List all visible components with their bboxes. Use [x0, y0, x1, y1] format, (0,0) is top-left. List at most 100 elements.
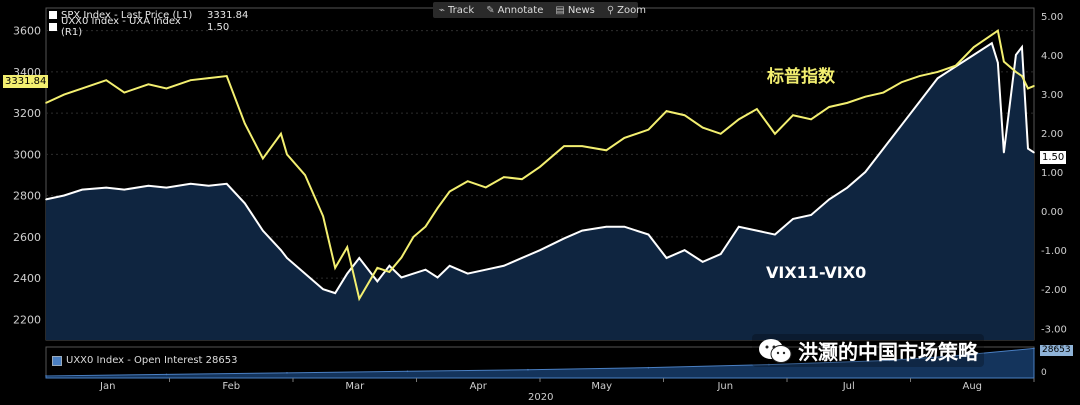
- spread-point: [424, 268, 427, 271]
- spread-point: [147, 184, 150, 187]
- watermark: 洪灏的中国市场策略: [752, 334, 984, 367]
- track-icon: ⌁: [439, 4, 446, 16]
- right-tick-label: 4.00: [1041, 51, 1063, 62]
- spread-point: [1015, 54, 1017, 56]
- open-interest-point: [1033, 347, 1035, 350]
- zoom-icon: ⚲: [606, 4, 615, 16]
- spread-point: [539, 249, 541, 251]
- spread-point: [719, 253, 722, 255]
- lower-panel-legend: UXX0 Index - Open Interest 28653: [52, 355, 237, 366]
- legend-item-uxa[interactable]: UXX0 Index - UXA Index (R1) 1.50: [49, 16, 248, 38]
- spx-point: [304, 174, 306, 176]
- spread-point: [701, 261, 704, 263]
- legend-value: 1.50: [207, 21, 230, 33]
- left-tick-label: 2800: [13, 190, 41, 203]
- spx-point: [701, 126, 704, 129]
- legend-swatch: [52, 355, 62, 366]
- spread-point: [484, 268, 487, 271]
- spx-point: [165, 87, 168, 90]
- spx-point: [539, 165, 541, 168]
- spx-point: [1033, 85, 1035, 87]
- spread-point: [756, 229, 758, 232]
- spx-point: [846, 102, 849, 104]
- legend-label: UXX0 Index - UXA Index (R1): [61, 16, 181, 38]
- spx-point: [280, 132, 282, 135]
- spx-point: [147, 83, 150, 86]
- lower-panel: 0: [45, 347, 1047, 379]
- spread-point: [334, 292, 336, 294]
- spx-point: [503, 176, 505, 178]
- legend-swatch: [49, 11, 57, 19]
- spread-point: [358, 257, 361, 259]
- spx-point: [436, 207, 439, 209]
- spx-annotation: 标普指数: [767, 67, 835, 87]
- spread-area-fill: [46, 43, 1034, 340]
- spx-point: [882, 91, 885, 94]
- right-tick-label: -2.00: [1041, 285, 1067, 296]
- spread-point: [1027, 147, 1029, 150]
- spx-point: [400, 256, 403, 259]
- spread-point: [810, 214, 812, 216]
- annotate-button[interactable]: ✎ Annotate: [486, 4, 544, 16]
- watermark-text: 洪灏的中国市场策略: [798, 340, 978, 364]
- spread-point: [322, 288, 324, 291]
- spx-point: [810, 118, 812, 121]
- spread-point: [936, 77, 939, 80]
- spread-point: [1021, 46, 1023, 48]
- spx-point: [581, 145, 583, 147]
- uxa-last-badge: 1.50: [1040, 151, 1067, 164]
- spread-point: [466, 272, 469, 275]
- spx-point: [225, 75, 228, 77]
- spx-point: [647, 128, 650, 131]
- spx-point: [376, 267, 379, 269]
- right-tick-label: 2.00: [1041, 129, 1063, 140]
- spread-point: [605, 225, 608, 228]
- x-axis: Jan Feb Mar Apr May Jun Jul Aug: [99, 378, 1035, 392]
- spread-annotation: VIX11-VIX0: [766, 263, 867, 282]
- legend-item-spx[interactable]: SPX Index - Last Price (L1) 3331.84: [49, 9, 248, 21]
- spread-point: [581, 229, 583, 232]
- spx-point: [334, 267, 336, 269]
- spx-point: [448, 190, 451, 193]
- spread-point: [412, 272, 415, 275]
- spread-point: [436, 276, 439, 279]
- left-tick-label: 3200: [13, 107, 41, 120]
- spx-point: [954, 64, 957, 67]
- open-interest-point: [165, 373, 168, 376]
- spx-point: [719, 132, 722, 135]
- spx-point: [346, 246, 349, 249]
- spx-point: [45, 102, 47, 104]
- left-tick-label: 2600: [13, 231, 41, 244]
- spread-point: [665, 257, 668, 259]
- spx-point: [189, 79, 192, 81]
- spx-point: [466, 180, 469, 183]
- spread-point: [846, 186, 849, 189]
- zoom-button[interactable]: ⚲ Zoom: [606, 4, 646, 16]
- spx-point: [936, 71, 939, 73]
- spx-point: [683, 114, 686, 117]
- right-tick-label: 1.00: [1041, 168, 1063, 179]
- spread-point: [563, 237, 565, 240]
- spread-point: [503, 264, 505, 267]
- x-tick-label: Aug: [962, 381, 982, 392]
- spx-point: [105, 79, 108, 81]
- x-tick-label: Mar: [345, 381, 365, 392]
- toolbar: ⌁ Track ✎ Annotate ▤ News ⚲ Zoom: [433, 2, 646, 18]
- spread-point: [63, 194, 65, 197]
- spread-point: [1003, 151, 1005, 154]
- spread-point: [521, 257, 523, 259]
- x-tick-label: Apr: [470, 381, 488, 392]
- oi-last-badge: 28653: [1040, 345, 1073, 356]
- x-tick-label: Jul: [842, 381, 855, 392]
- spread-point: [262, 229, 264, 232]
- track-button[interactable]: ⌁ Track: [439, 4, 475, 16]
- x-tick-label: Jan: [99, 381, 115, 392]
- news-button[interactable]: ▤ News: [555, 4, 595, 16]
- right-axis: -3.00 -2.00 -1.00 0.00 1.00 2.00 3.00 4.00 5.00: [1041, 12, 1067, 335]
- spx-point: [1003, 60, 1005, 63]
- spread-point: [376, 280, 379, 283]
- spread-point: [225, 182, 228, 185]
- spx-point: [774, 132, 776, 135]
- spread-point: [864, 171, 867, 173]
